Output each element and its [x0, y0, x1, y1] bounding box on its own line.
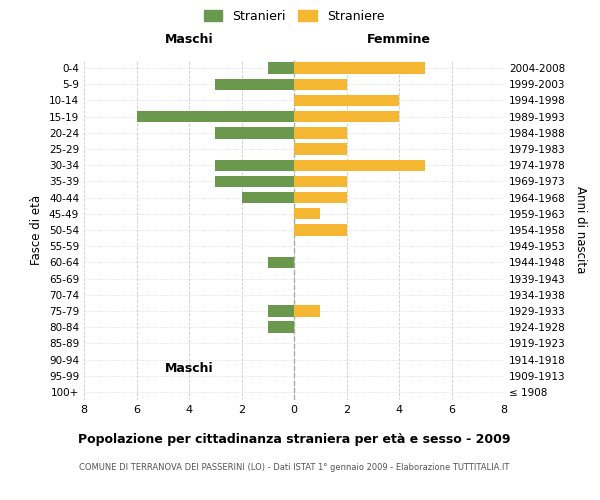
Bar	[268, 306, 294, 316]
Bar	[294, 95, 399, 106]
Bar	[294, 192, 347, 203]
Bar	[215, 176, 294, 187]
Bar	[215, 78, 294, 90]
Text: Maschi: Maschi	[164, 34, 214, 46]
Bar	[294, 78, 347, 90]
Bar	[215, 160, 294, 171]
Y-axis label: Anni di nascita: Anni di nascita	[574, 186, 587, 274]
Text: COMUNE DI TERRANOVA DEI PASSERINI (LO) - Dati ISTAT 1° gennaio 2009 - Elaborazio: COMUNE DI TERRANOVA DEI PASSERINI (LO) -…	[79, 462, 509, 471]
Bar	[294, 62, 425, 74]
Text: Maschi: Maschi	[164, 362, 214, 375]
Bar	[268, 322, 294, 333]
Bar	[294, 176, 347, 187]
Bar	[137, 111, 294, 122]
Bar	[268, 256, 294, 268]
Text: Popolazione per cittadinanza straniera per età e sesso - 2009: Popolazione per cittadinanza straniera p…	[78, 432, 510, 446]
Bar	[241, 192, 294, 203]
Bar	[294, 208, 320, 220]
Bar	[215, 127, 294, 138]
Text: Femmine: Femmine	[367, 34, 431, 46]
Bar	[294, 224, 347, 235]
Legend: Stranieri, Straniere: Stranieri, Straniere	[200, 6, 388, 26]
Bar	[294, 160, 425, 171]
Bar	[294, 127, 347, 138]
Bar	[294, 111, 399, 122]
Y-axis label: Fasce di età: Fasce di età	[31, 195, 43, 265]
Bar	[268, 62, 294, 74]
Bar	[294, 144, 347, 154]
Bar	[294, 306, 320, 316]
